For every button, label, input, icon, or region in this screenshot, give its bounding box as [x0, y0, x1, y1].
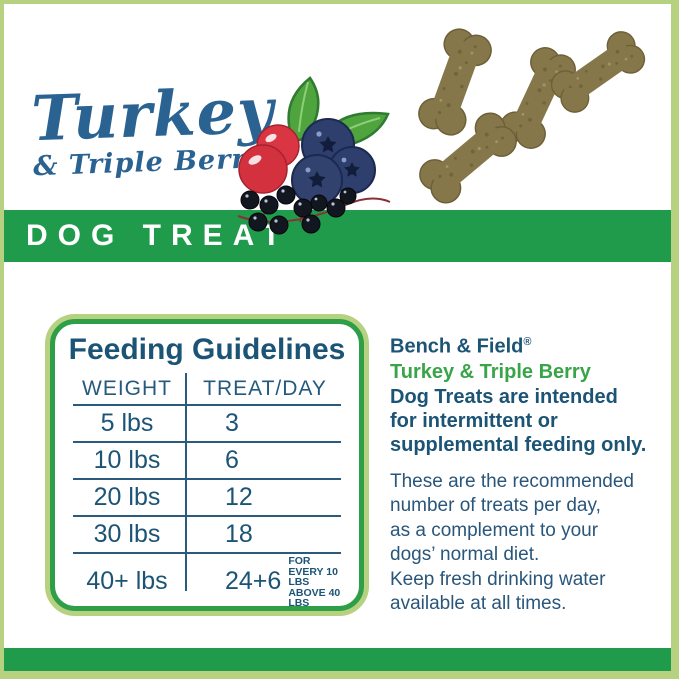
bottom-green-band	[4, 648, 671, 671]
recommendation-text: These are the recommended number of trea…	[390, 470, 634, 615]
treats-value: 3	[225, 409, 239, 437]
treats-cell: 24+6 FOR EVERY 10 LBS ABOVE 40 LBS	[185, 554, 345, 609]
treats-cell: 12	[185, 483, 345, 512]
table-row: 40+ lbs 24+6 FOR EVERY 10 LBS ABOVE 40 LBS	[69, 554, 345, 606]
feeding-guidelines-box: Feeding Guidelines WEIGHT TREAT/DAY 5 lb…	[45, 314, 369, 616]
weight-cell: 30 lbs	[93, 520, 161, 548]
cranberry-icon	[238, 124, 300, 194]
table-row: 30 lbs 18	[69, 517, 345, 552]
treats-value: 18	[225, 520, 253, 548]
feeding-table: WEIGHT TREAT/DAY 5 lbs 3 10 lbs 6 20 lbs 12 30…	[69, 373, 345, 606]
treats-note: FOR EVERY 10 LBS ABOVE 40 LBS	[288, 555, 341, 609]
intended-use-text: Dog Treats are intended for intermittent…	[390, 385, 647, 456]
weight-cell: 40+ lbs	[86, 566, 168, 595]
table-header-row: WEIGHT TREAT/DAY	[69, 373, 345, 404]
dog-treat-banner: DOG TREAT	[4, 210, 671, 262]
treats-cell: 6	[185, 446, 345, 475]
banner-label: DOG TREAT	[26, 219, 291, 252]
table-row: 10 lbs 6	[69, 443, 345, 478]
feeding-guidelines-inner: Feeding Guidelines WEIGHT TREAT/DAY 5 lb…	[50, 319, 364, 611]
info-panel: Bench & Field® Turkey & Triple Berry Dog…	[390, 330, 666, 617]
registered-mark: ®	[523, 336, 532, 348]
feeding-table-rows: 5 lbs 3 10 lbs 6 20 lbs 12 30 lbs 18 40+ lbs 24+6…	[69, 404, 345, 606]
triple-berry-illustration-icon	[237, 76, 391, 235]
treats-cell: 3	[185, 409, 345, 438]
weight-cell: 5 lbs	[100, 409, 154, 437]
weight-column-header: WEIGHT	[82, 376, 172, 400]
flavor-line: Turkey & Triple Berry	[390, 360, 591, 383]
treats-column-header: TREAT/DAY	[203, 376, 327, 400]
table-divider	[73, 552, 341, 554]
table-row: 20 lbs 12	[69, 480, 345, 515]
feeding-guidelines-title: Feeding Guidelines	[68, 333, 346, 366]
treats-cell: 18	[185, 520, 345, 549]
table-column-divider	[185, 373, 187, 591]
table-divider	[73, 478, 341, 480]
treats-value: 6	[225, 446, 239, 474]
bone-treats-photo	[413, 24, 651, 206]
table-divider	[73, 515, 341, 517]
table-row: 5 lbs 3	[69, 406, 345, 441]
treats-value: 24+6	[225, 566, 282, 595]
brand-name: Bench & Field®	[390, 335, 532, 358]
weight-cell: 10 lbs	[93, 446, 161, 474]
weight-cell: 20 lbs	[93, 483, 161, 511]
table-divider	[73, 441, 341, 443]
blueberry-icon	[291, 118, 376, 206]
table-divider	[73, 404, 341, 406]
treats-value: 12	[225, 483, 253, 511]
